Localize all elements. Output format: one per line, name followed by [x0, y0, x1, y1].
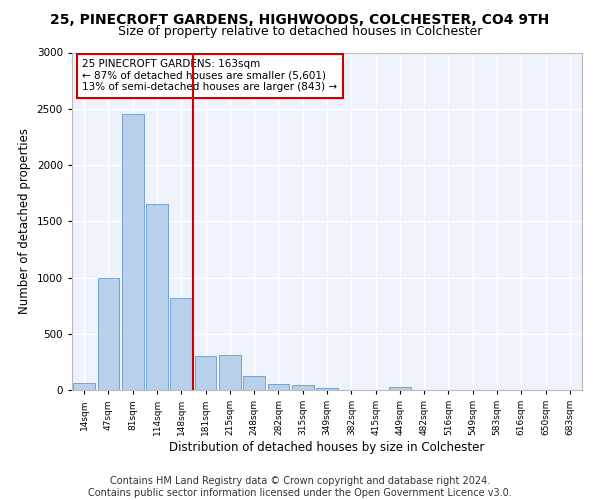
Y-axis label: Number of detached properties: Number of detached properties: [18, 128, 31, 314]
Bar: [170, 298, 192, 390]
X-axis label: Distribution of detached houses by size in Colchester: Distribution of detached houses by size …: [169, 441, 485, 454]
Bar: [219, 355, 241, 390]
Bar: [292, 385, 314, 390]
Bar: [389, 386, 411, 390]
Bar: [73, 383, 95, 390]
Bar: [97, 278, 119, 390]
Bar: [194, 356, 217, 390]
Text: 25, PINECROFT GARDENS, HIGHWOODS, COLCHESTER, CO4 9TH: 25, PINECROFT GARDENS, HIGHWOODS, COLCHE…: [50, 12, 550, 26]
Bar: [122, 114, 143, 390]
Bar: [316, 388, 338, 390]
Text: Contains HM Land Registry data © Crown copyright and database right 2024.
Contai: Contains HM Land Registry data © Crown c…: [88, 476, 512, 498]
Bar: [243, 376, 265, 390]
Text: 25 PINECROFT GARDENS: 163sqm
← 87% of detached houses are smaller (5,601)
13% of: 25 PINECROFT GARDENS: 163sqm ← 87% of de…: [82, 59, 337, 92]
Bar: [146, 204, 168, 390]
Bar: [268, 384, 289, 390]
Text: Size of property relative to detached houses in Colchester: Size of property relative to detached ho…: [118, 25, 482, 38]
